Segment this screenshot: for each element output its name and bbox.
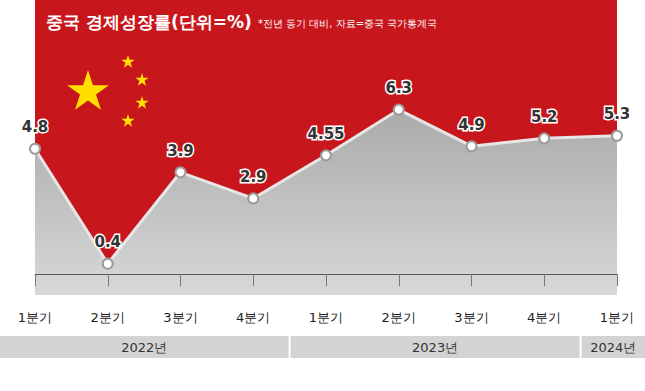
svg-text:*전년 동기 대비, 자료=중국 국가통계국: *전년 동기 대비, 자료=중국 국가통계국 bbox=[258, 18, 437, 29]
svg-text:4분기: 4분기 bbox=[527, 310, 561, 325]
svg-text:1분기: 1분기 bbox=[18, 310, 52, 325]
svg-text:0.4: 0.4 bbox=[94, 233, 121, 251]
svg-text:4.55: 4.55 bbox=[307, 125, 344, 143]
svg-text:3분기: 3분기 bbox=[454, 310, 488, 325]
svg-text:1분기: 1분기 bbox=[600, 310, 634, 325]
svg-text:6.3: 6.3 bbox=[385, 79, 412, 97]
svg-text:2024년: 2024년 bbox=[590, 340, 636, 355]
svg-text:2분기: 2분기 bbox=[91, 310, 125, 325]
svg-text:2분기: 2분기 bbox=[382, 310, 416, 325]
svg-text:1분기: 1분기 bbox=[309, 310, 343, 325]
svg-text:4.9: 4.9 bbox=[458, 116, 485, 134]
svg-text:2023년: 2023년 bbox=[412, 340, 458, 355]
svg-text:3.9: 3.9 bbox=[167, 142, 194, 160]
svg-text:2022년: 2022년 bbox=[121, 340, 167, 355]
svg-text:4분기: 4분기 bbox=[236, 310, 270, 325]
svg-text:2.9: 2.9 bbox=[240, 168, 267, 186]
svg-text:3분기: 3분기 bbox=[163, 310, 197, 325]
svg-text:4.8: 4.8 bbox=[22, 118, 49, 136]
svg-text:5.2: 5.2 bbox=[531, 108, 558, 126]
svg-text:5.3: 5.3 bbox=[604, 105, 631, 123]
svg-text:중국 경제성장률(단위=%): 중국 경제성장률(단위=%) bbox=[46, 12, 252, 32]
